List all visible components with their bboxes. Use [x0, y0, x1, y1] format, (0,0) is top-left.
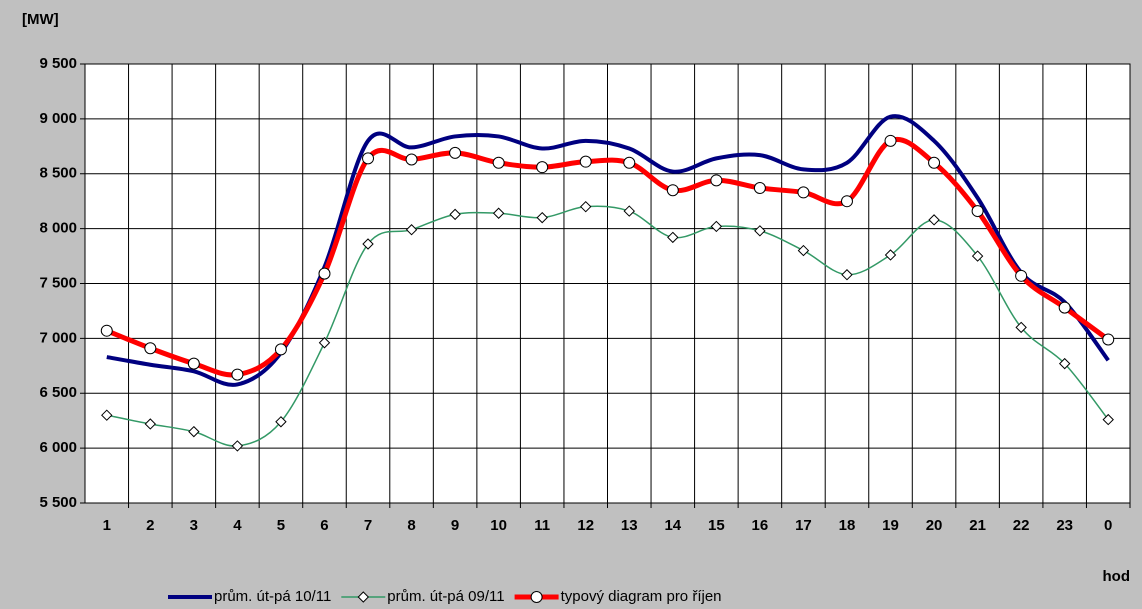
x-axis-label: hod — [1103, 568, 1131, 585]
marker — [884, 249, 897, 261]
x-tick-label: 2 — [146, 517, 154, 534]
marker — [357, 591, 370, 603]
marker — [536, 211, 548, 224]
x-tick-label: 14 — [664, 517, 681, 534]
y-axis-label: [MW] — [22, 11, 59, 28]
marker — [231, 440, 244, 452]
marker — [840, 195, 853, 208]
marker — [579, 155, 592, 168]
y-tick-label: 9 000 — [39, 110, 77, 127]
marker — [449, 146, 462, 159]
legend-label: prům. út-pá 10/11 — [214, 588, 331, 605]
marker — [405, 224, 418, 236]
y-tick-label: 6 500 — [39, 384, 77, 401]
x-tick-label: 23 — [1056, 517, 1073, 534]
x-tick-label: 11 — [534, 517, 550, 534]
marker — [667, 231, 679, 244]
x-tick-label: 8 — [407, 517, 415, 534]
marker — [797, 244, 810, 257]
marker — [1102, 333, 1115, 346]
marker — [318, 337, 331, 349]
y-tick-label: 9 500 — [39, 55, 77, 72]
y-tick-label: 7 500 — [39, 274, 77, 291]
x-tick-label: 7 — [364, 517, 372, 534]
marker — [580, 200, 592, 213]
marker — [536, 161, 549, 174]
x-tick-label: 17 — [795, 517, 812, 534]
marker — [1058, 357, 1071, 370]
marker — [623, 156, 636, 169]
marker — [623, 205, 635, 217]
marker — [492, 156, 505, 169]
legend-label: prům. út-pá 09/11 — [387, 588, 504, 605]
marker — [362, 152, 375, 165]
x-tick-label: 13 — [621, 517, 638, 534]
x-tick-label: 16 — [752, 517, 769, 534]
x-tick-label: 21 — [969, 517, 986, 534]
marker — [187, 357, 200, 370]
marker — [666, 184, 679, 197]
marker — [144, 418, 157, 430]
marker — [188, 425, 200, 438]
marker — [530, 591, 543, 603]
x-tick-label: 22 — [1013, 517, 1030, 534]
marker — [884, 134, 897, 147]
y-tick-label: 5 500 — [39, 494, 77, 511]
marker — [318, 267, 331, 280]
x-tick-label: 4 — [233, 517, 242, 534]
marker — [362, 238, 374, 250]
legend: prům. út-pá 10/11 prům. út-pá 09/11 typový… — [168, 588, 722, 605]
x-tick-label: 6 — [320, 517, 328, 534]
marker — [971, 250, 984, 262]
marker — [797, 186, 810, 199]
marker — [144, 342, 157, 355]
marker — [101, 409, 113, 421]
x-tick-label: 9 — [451, 517, 459, 534]
x-tick-label: 19 — [882, 517, 899, 534]
marker — [754, 225, 766, 237]
y-tick-label: 8 500 — [39, 165, 77, 182]
marker — [100, 324, 113, 337]
marker — [928, 214, 940, 226]
y-tick-label: 6 000 — [39, 439, 77, 456]
x-tick-label: 15 — [708, 517, 725, 534]
marker — [492, 207, 505, 219]
marker — [1015, 269, 1028, 282]
marker — [275, 416, 287, 428]
x-tick-label: 1 — [103, 517, 111, 534]
marker — [1102, 413, 1114, 426]
marker — [753, 182, 766, 195]
marker — [710, 174, 723, 187]
marker — [231, 368, 244, 381]
x-tick-label: 5 — [277, 517, 285, 534]
marker — [710, 220, 723, 233]
marker — [1058, 301, 1071, 314]
marker — [274, 343, 287, 356]
x-tick-label: 0 — [1104, 517, 1112, 534]
x-tick-label: 10 — [490, 517, 507, 534]
marker — [405, 153, 418, 166]
legend-label: typový diagram pro říjen — [561, 588, 722, 605]
marker — [928, 156, 941, 169]
marker — [449, 208, 461, 221]
marker — [971, 205, 984, 218]
x-tick-label: 3 — [190, 517, 198, 534]
x-tick-label: 12 — [577, 517, 594, 534]
x-tick-label: 20 — [926, 517, 943, 534]
x-tick-label: 18 — [839, 517, 856, 534]
y-tick-label: 7 000 — [39, 329, 77, 346]
y-tick-label: 8 000 — [39, 220, 77, 237]
marker — [841, 269, 853, 281]
marker — [1015, 321, 1027, 334]
